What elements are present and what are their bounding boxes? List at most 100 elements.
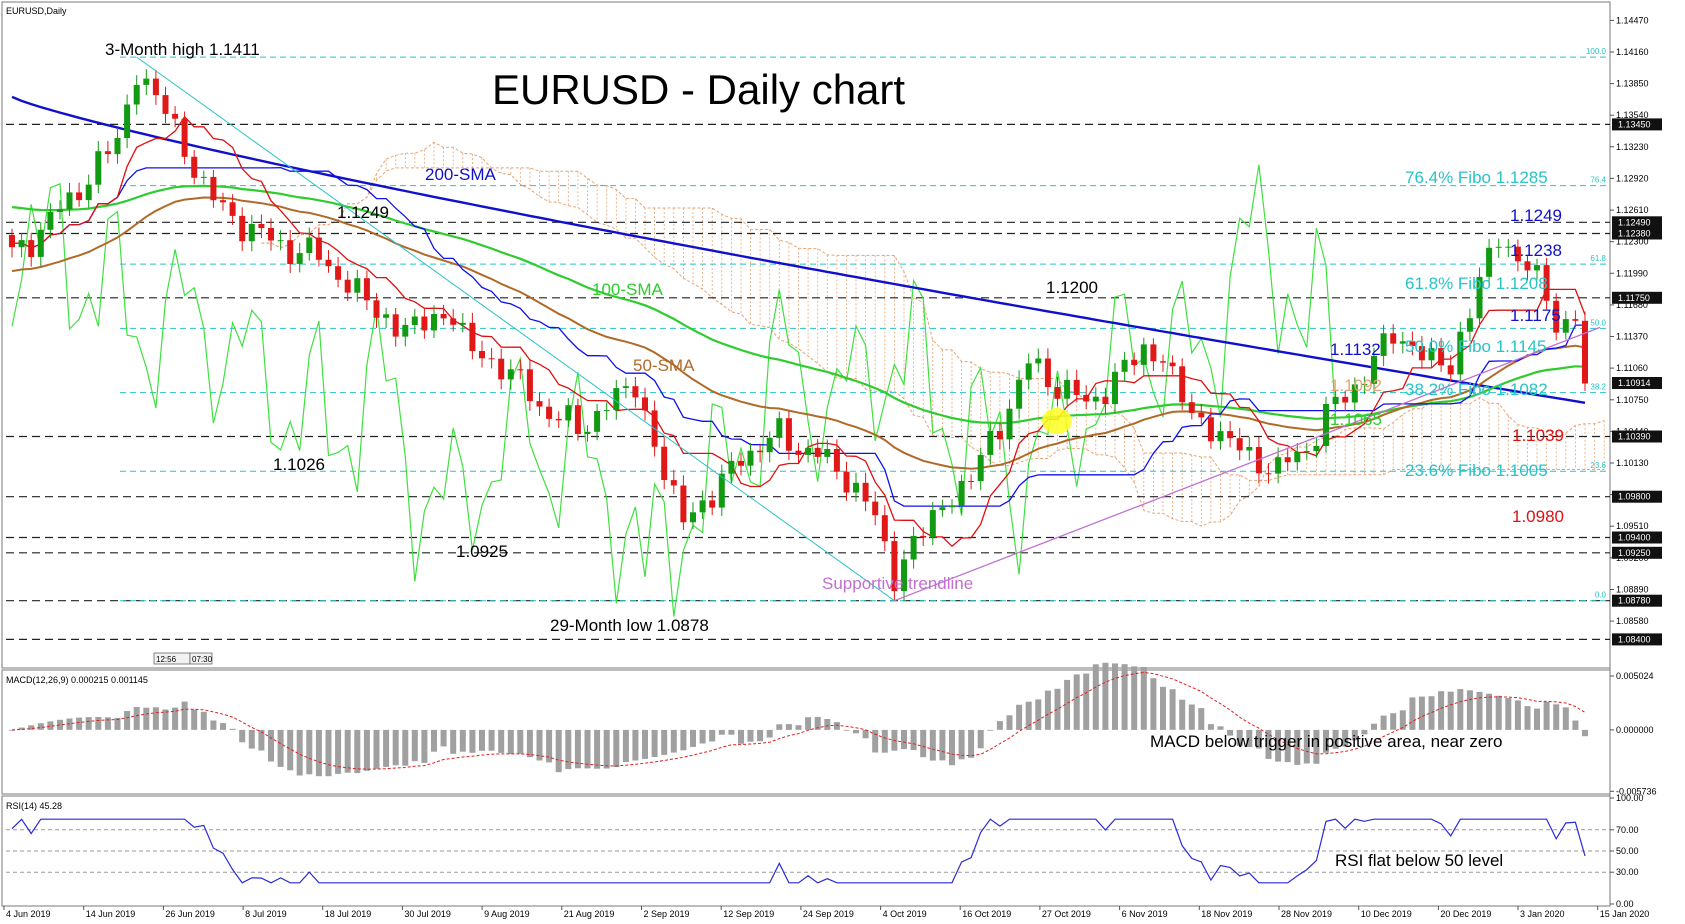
price-tag-label: 1.09400 bbox=[1618, 533, 1651, 543]
candle-body bbox=[613, 388, 620, 411]
candle bbox=[498, 348, 505, 390]
candle-body bbox=[632, 386, 639, 398]
macd-bar bbox=[28, 725, 35, 730]
candle-body bbox=[805, 447, 812, 455]
candlesticks bbox=[9, 69, 1588, 602]
rsi-panel: 100.00 70.00 50.00 30.00 0.00 bbox=[6, 793, 1644, 909]
candle bbox=[853, 472, 859, 502]
price-tag-box bbox=[1612, 377, 1662, 389]
macd-bar bbox=[622, 729, 629, 762]
candle-body bbox=[9, 235, 15, 248]
price-axis: 1.14470 1.14160 1.13850 1.13540 1.13230 1.129… bbox=[1610, 15, 1662, 646]
candle-body bbox=[18, 240, 25, 248]
macd-bar bbox=[1275, 729, 1282, 762]
candle bbox=[373, 293, 380, 328]
price-tick-label: 1.13230 bbox=[1616, 142, 1649, 152]
candle bbox=[1505, 238, 1512, 257]
candle-body bbox=[1064, 379, 1071, 399]
date-tick-label: 6 Nov 2019 bbox=[1122, 909, 1168, 919]
candle-body bbox=[1092, 396, 1099, 402]
candle bbox=[76, 182, 83, 207]
macd-bar bbox=[1361, 729, 1368, 735]
candle-body bbox=[258, 224, 265, 229]
candle-body bbox=[795, 450, 802, 455]
macd-bar bbox=[968, 729, 975, 758]
fibo-pct-label: 0.0 bbox=[1595, 591, 1607, 600]
macd-bar bbox=[1438, 691, 1445, 730]
macd-bar bbox=[680, 729, 687, 751]
macd-bar bbox=[690, 729, 696, 747]
candle bbox=[239, 207, 246, 251]
macd-bar bbox=[1246, 729, 1253, 748]
macd-bar bbox=[1265, 729, 1272, 759]
macd-bar bbox=[498, 729, 505, 753]
macd-bar bbox=[881, 729, 888, 753]
candle bbox=[268, 218, 274, 251]
candle-body bbox=[248, 224, 255, 242]
candle-body bbox=[1562, 319, 1569, 333]
candle-body bbox=[268, 228, 274, 241]
candle-body bbox=[402, 324, 409, 337]
price-tag-label: 1.10390 bbox=[1618, 432, 1651, 442]
candle-body bbox=[181, 118, 188, 157]
candle-body bbox=[1361, 383, 1368, 385]
candle bbox=[776, 411, 783, 448]
candle-body bbox=[66, 192, 73, 210]
candle bbox=[277, 230, 284, 251]
candle bbox=[1447, 355, 1454, 381]
date-tick-label: 18 Nov 2019 bbox=[1201, 909, 1252, 919]
label-supportive-trendline: Supportive trendline bbox=[822, 574, 973, 593]
candle bbox=[1380, 324, 1387, 367]
candle bbox=[622, 377, 629, 399]
macd-bar bbox=[1236, 729, 1243, 746]
candle bbox=[363, 270, 370, 311]
macd-bar bbox=[853, 729, 859, 734]
candle-body bbox=[229, 202, 236, 216]
candle-body bbox=[920, 535, 927, 538]
candle-body bbox=[450, 318, 457, 325]
macd-bar bbox=[220, 723, 226, 730]
price-tick-label: 1.11060 bbox=[1616, 363, 1648, 373]
macd-bar bbox=[296, 729, 303, 776]
candle-body bbox=[220, 200, 226, 203]
candle bbox=[738, 452, 744, 476]
candle-body bbox=[1505, 246, 1512, 248]
macd-bar bbox=[363, 729, 370, 771]
candle bbox=[1390, 324, 1397, 354]
price-tag-box bbox=[1612, 490, 1662, 503]
macd-bar bbox=[1371, 723, 1377, 730]
candle bbox=[287, 230, 294, 274]
label-level-1-1238: 1.1238 bbox=[1510, 241, 1562, 260]
macd-bar bbox=[1409, 697, 1416, 730]
candle-body bbox=[709, 500, 716, 508]
price-panel-frame bbox=[1, 1, 1611, 669]
label-200-sma: 200-SMA bbox=[425, 165, 497, 184]
macd-bar bbox=[1572, 720, 1579, 730]
candle-body bbox=[987, 431, 994, 455]
macd-bar bbox=[1505, 698, 1512, 730]
price-tag-label: 1.08400 bbox=[1618, 634, 1651, 644]
candle bbox=[37, 221, 44, 267]
candle bbox=[1179, 358, 1186, 410]
candle bbox=[1371, 347, 1377, 394]
candle bbox=[546, 398, 553, 428]
candle bbox=[1265, 463, 1272, 484]
label-fibo-50-0: 50.0% Fibo 1.1145 bbox=[1405, 337, 1546, 356]
macd-bar bbox=[1016, 704, 1023, 730]
price-tag-box bbox=[1612, 118, 1662, 131]
macd-bar bbox=[574, 729, 581, 769]
macd-bar bbox=[383, 729, 390, 767]
candle bbox=[1562, 310, 1569, 340]
price-tag-label: 1.11750 bbox=[1618, 293, 1650, 303]
candle-body bbox=[28, 240, 35, 257]
candle bbox=[824, 439, 831, 464]
candle bbox=[1466, 308, 1473, 341]
candle bbox=[1121, 351, 1128, 382]
sma-50-line bbox=[11, 196, 1586, 470]
candle-body bbox=[191, 156, 198, 178]
date-tick-label: 10 Dec 2019 bbox=[1361, 909, 1412, 919]
macd-bar bbox=[862, 729, 869, 739]
macd-bar bbox=[507, 729, 514, 755]
price-tag-box bbox=[1612, 531, 1662, 544]
candle-body bbox=[1543, 265, 1550, 301]
